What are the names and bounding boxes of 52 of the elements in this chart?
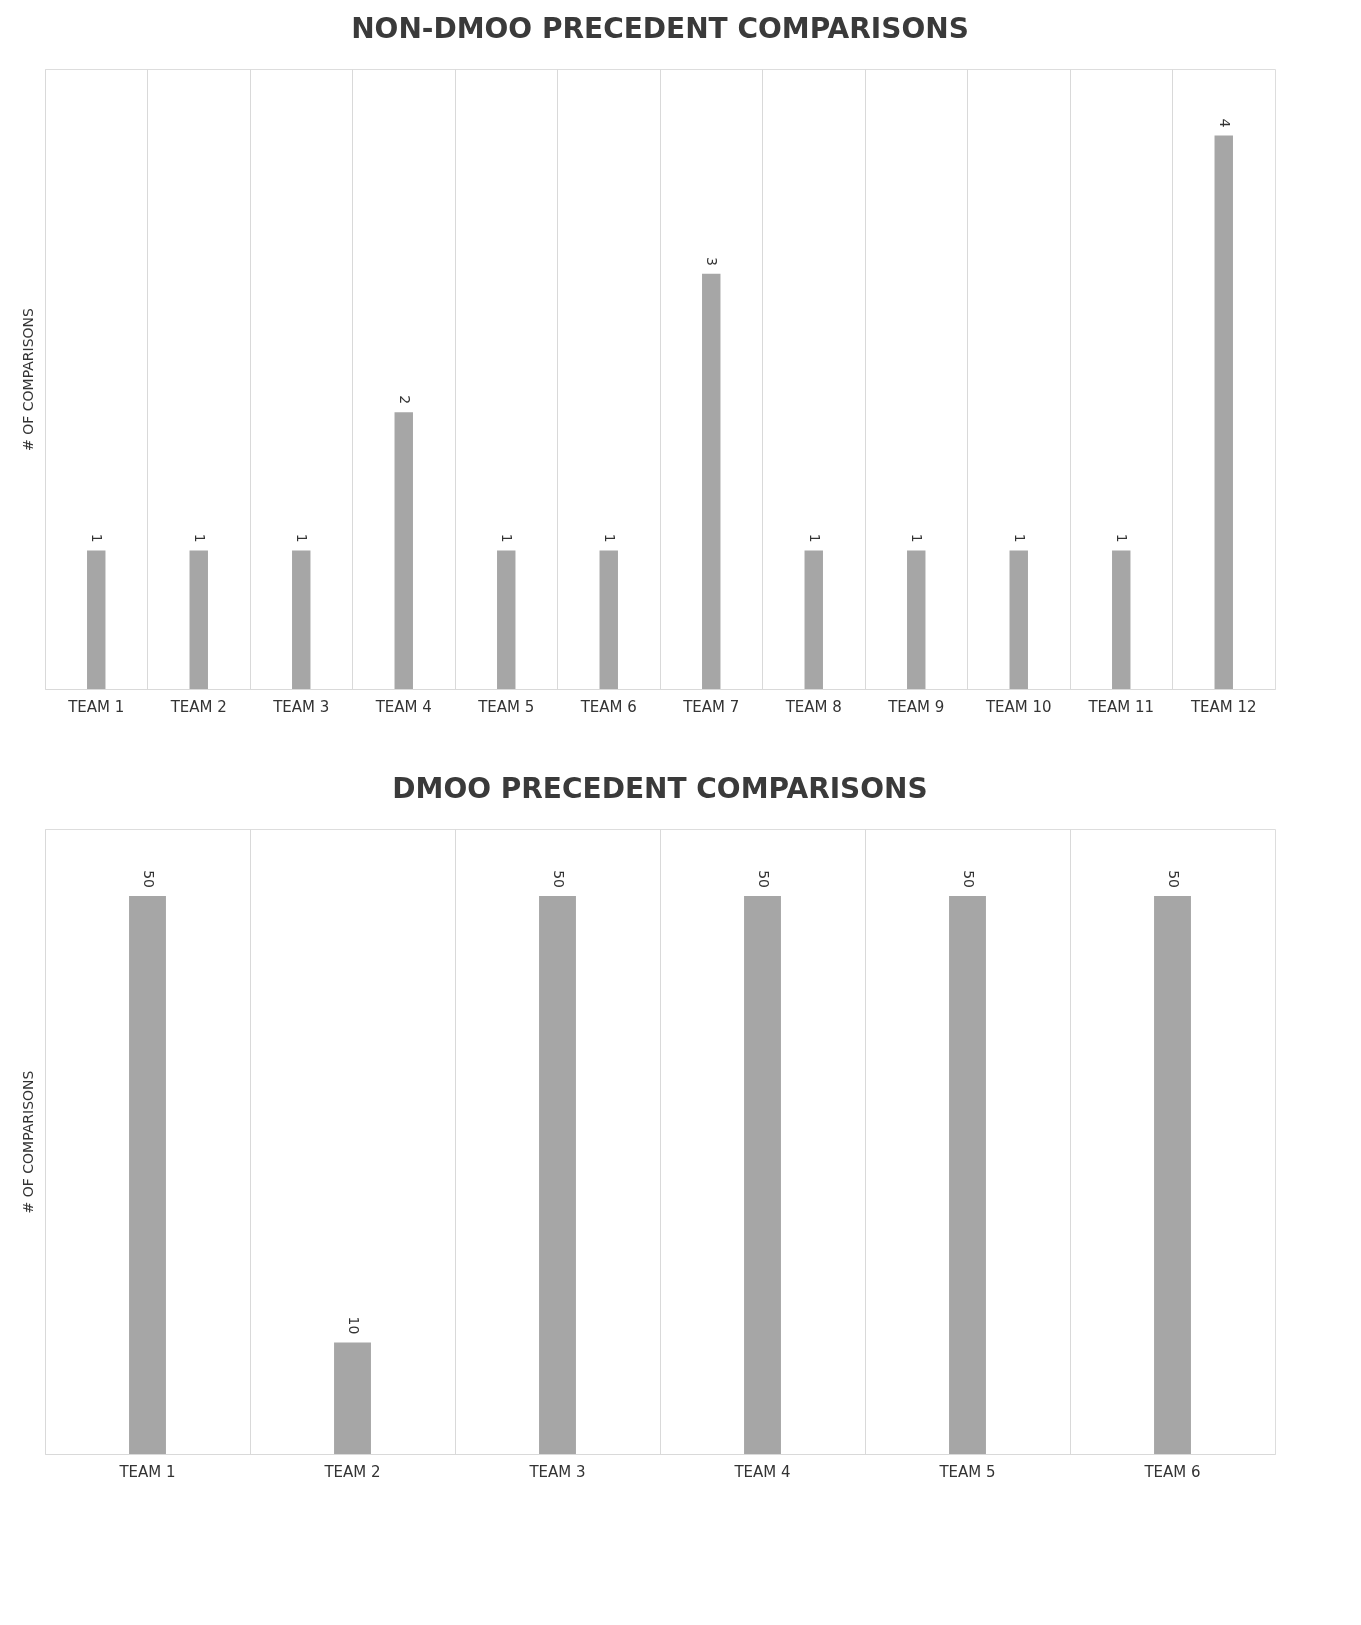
x-tick-label: TEAM 6 xyxy=(1143,1462,1201,1481)
x-tick-label: TEAM 4 xyxy=(733,1462,791,1481)
x-tick-label: TEAM 2 xyxy=(323,1462,381,1481)
data-label: 1 xyxy=(601,533,618,543)
data-label: 50 xyxy=(960,870,977,888)
x-tick-label: TEAM 5 xyxy=(477,697,535,716)
data-label: 1 xyxy=(294,533,311,543)
data-label: 1 xyxy=(806,533,823,543)
bar xyxy=(87,550,106,689)
x-tick-label: TEAM 11 xyxy=(1087,697,1155,716)
data-label: 2 xyxy=(396,395,413,405)
chart-title: NON-DMOO PRECEDENT COMPARISONS xyxy=(351,12,969,45)
x-tick-label: TEAM 5 xyxy=(938,1462,996,1481)
x-tick-label: TEAM 3 xyxy=(528,1462,586,1481)
x-tick-label: TEAM 3 xyxy=(272,697,330,716)
bar xyxy=(804,550,823,689)
bar xyxy=(394,412,413,689)
bar xyxy=(1214,135,1233,689)
y-axis-title: # OF COMPARISONS xyxy=(19,307,36,451)
data-label: 1 xyxy=(191,533,208,543)
data-label: 4 xyxy=(1216,118,1233,128)
data-label: 1 xyxy=(909,533,926,543)
x-tick-label: TEAM 9 xyxy=(887,697,945,716)
bar xyxy=(702,273,721,689)
data-label: 50 xyxy=(140,870,157,888)
x-tick-label: TEAM 4 xyxy=(374,697,432,716)
data-label: 1 xyxy=(1011,533,1028,543)
x-tick-label: TEAM 1 xyxy=(67,697,125,716)
data-label: 1 xyxy=(499,533,516,543)
bar xyxy=(497,550,516,689)
data-label: 3 xyxy=(704,256,721,266)
data-label: 1 xyxy=(1114,533,1131,543)
x-tick-label: TEAM 12 xyxy=(1189,697,1257,716)
bar xyxy=(1112,550,1131,689)
bar xyxy=(599,550,618,689)
x-tick-label: TEAM 1 xyxy=(118,1462,176,1481)
x-tick-label: TEAM 10 xyxy=(984,697,1052,716)
bar xyxy=(189,550,208,689)
bar xyxy=(1009,550,1028,689)
x-tick-label: TEAM 6 xyxy=(579,697,637,716)
x-tick-label: TEAM 7 xyxy=(682,697,740,716)
bar xyxy=(292,550,311,689)
x-tick-label: TEAM 8 xyxy=(784,697,842,716)
data-label: 50 xyxy=(550,870,567,888)
data-label: 10 xyxy=(345,1316,362,1335)
chart-title: DMOO PRECEDENT COMPARISONS xyxy=(392,772,928,805)
bar xyxy=(907,550,926,689)
x-tick-label: TEAM 2 xyxy=(169,697,227,716)
data-label: 1 xyxy=(89,533,106,543)
y-axis-title: # OF COMPARISONS xyxy=(19,1070,36,1214)
data-label: 50 xyxy=(755,870,772,888)
data-label: 50 xyxy=(1165,870,1182,888)
